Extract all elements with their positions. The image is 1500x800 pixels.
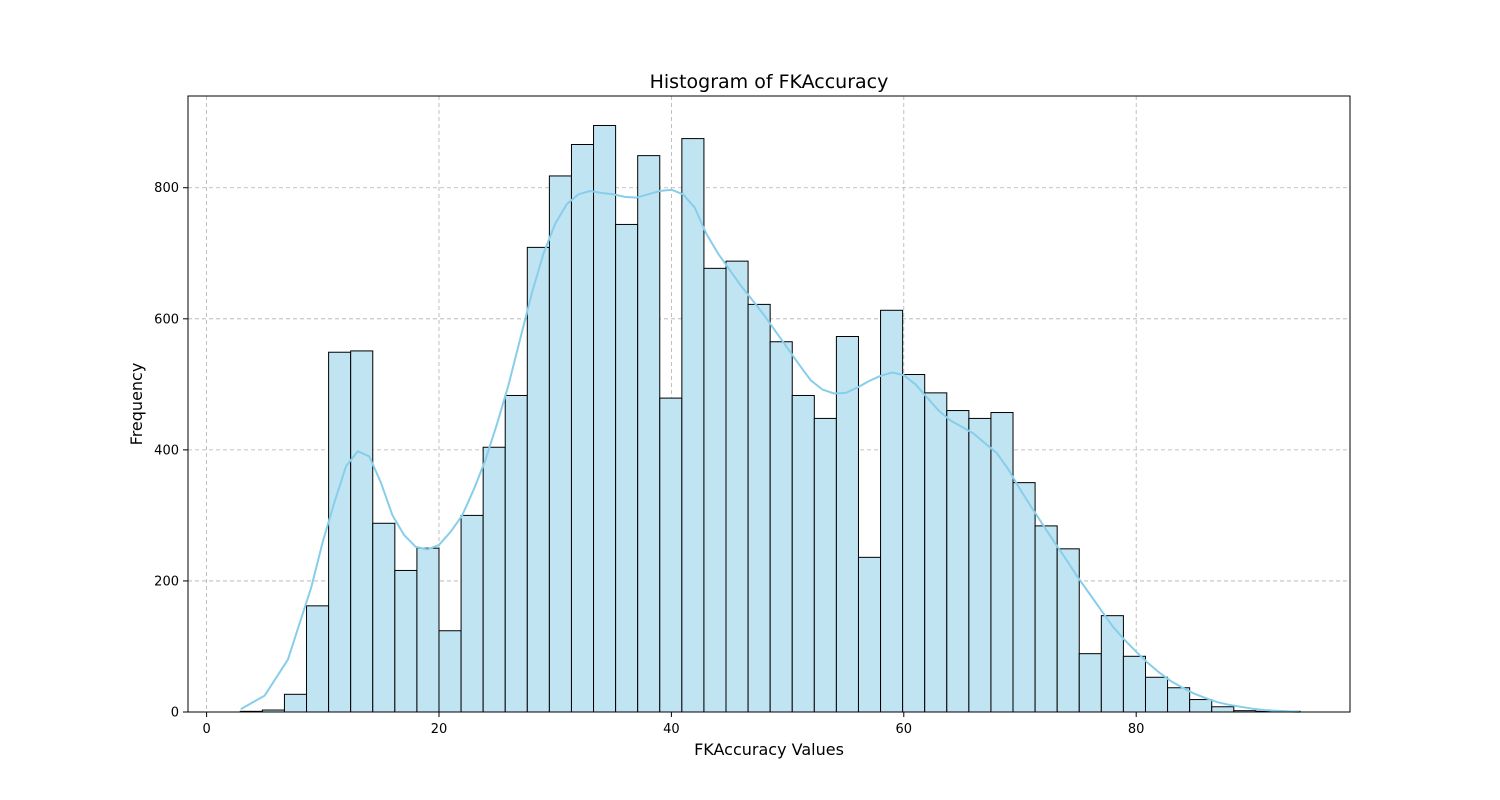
x-axis-label: FKAccuracy Values	[694, 740, 844, 759]
histogram-bar	[1100, 615, 1124, 713]
histogram-bar	[593, 124, 617, 713]
histogram-bar	[416, 547, 440, 713]
x-tick-label: 0	[202, 722, 210, 737]
histogram-bar	[1211, 706, 1235, 713]
histogram-bar	[659, 397, 683, 713]
histogram-bar	[747, 303, 771, 713]
y-tick-label: 200	[154, 574, 179, 589]
y-tick-label: 400	[154, 443, 179, 458]
x-tick-label: 80	[1128, 722, 1145, 737]
histogram-bar	[681, 138, 705, 713]
histogram-bar	[769, 341, 793, 713]
histogram-bar	[394, 569, 418, 713]
histogram-bar	[615, 223, 639, 713]
histogram-bar	[438, 630, 462, 713]
x-tick-label: 40	[663, 722, 680, 737]
histogram-bar	[482, 446, 506, 713]
kde-curve	[240, 188, 1300, 713]
x-tick-label: 60	[896, 722, 913, 737]
histogram-bar	[1012, 482, 1036, 713]
y-tick-label: 800	[154, 181, 179, 196]
chart-title: Histogram of FKAccuracy	[650, 71, 889, 93]
histogram-bar	[328, 351, 352, 713]
histogram-bar	[725, 260, 749, 713]
histogram-bar	[570, 143, 595, 713]
histogram-bar	[1078, 653, 1102, 713]
histogram-bar	[504, 394, 528, 713]
histogram-bar	[902, 374, 926, 713]
x-tick-label: 20	[431, 722, 448, 737]
histogram-bar	[306, 605, 330, 713]
histogram-bar	[968, 417, 992, 713]
histogram-bar	[1034, 525, 1058, 713]
histogram-bar	[813, 417, 837, 713]
histogram-bar	[548, 175, 572, 713]
histogram-bar	[791, 394, 815, 713]
histogram-bar	[857, 556, 882, 713]
histogram-bar	[637, 155, 661, 713]
histogram-bar	[350, 350, 374, 713]
histogram-bar	[372, 522, 396, 713]
histogram-bar	[1122, 655, 1146, 713]
histogram-bar	[1144, 676, 1169, 713]
histogram-bar	[880, 309, 904, 713]
y-tick-label: 0	[171, 706, 179, 721]
histogram-bar	[1189, 699, 1213, 713]
histogram-bar	[924, 392, 948, 713]
y-axis-label: Frequency	[127, 363, 146, 446]
kde-layer	[240, 188, 1300, 713]
histogram-bar	[1167, 687, 1191, 713]
histogram-bar	[703, 267, 727, 713]
histogram-bar	[990, 412, 1014, 713]
plot-frame	[187, 95, 1351, 713]
histogram-bar	[460, 514, 484, 713]
y-tick-label: 600	[154, 312, 179, 327]
histogram-bar	[946, 410, 970, 713]
histogram-bar	[283, 693, 308, 713]
bars-layer	[239, 124, 1301, 713]
histogram-bar	[526, 246, 550, 713]
